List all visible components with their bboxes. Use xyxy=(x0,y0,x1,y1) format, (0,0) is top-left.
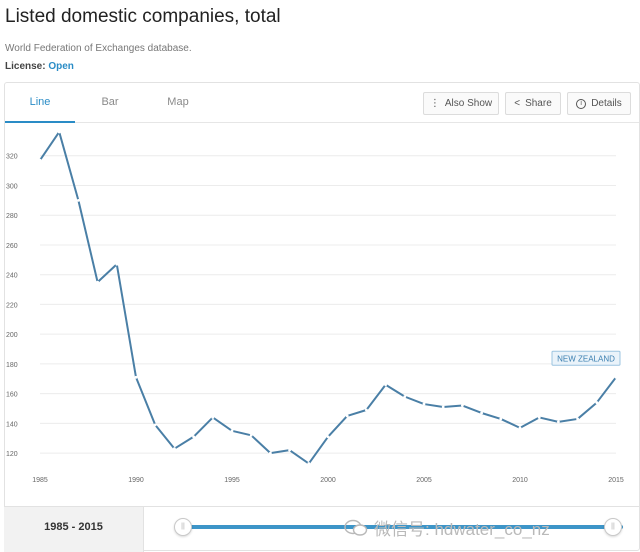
data-point xyxy=(96,280,99,284)
more-vertical-icon: ⋮ xyxy=(429,98,440,109)
license-label: License: xyxy=(5,61,46,72)
series-label: NEW ZEALAND xyxy=(557,354,615,363)
x-tick-label: 2010 xyxy=(512,477,528,484)
also-show-label: Also Show xyxy=(444,98,493,109)
wechat-icon xyxy=(344,519,368,536)
license-link[interactable]: Open xyxy=(48,61,74,72)
data-point xyxy=(557,420,560,424)
data-point xyxy=(115,262,119,266)
details-button[interactable]: i Details xyxy=(567,92,631,115)
data-point xyxy=(422,402,426,406)
range-start-handle[interactable]: || xyxy=(174,518,192,536)
x-tick-label: 1995 xyxy=(224,477,240,484)
series-line xyxy=(39,130,617,465)
data-point xyxy=(288,448,291,452)
bottom-bar: 1985 - 2015 || || 微信号: hdwater_co_nz xyxy=(4,506,640,552)
data-point xyxy=(518,426,522,430)
data-point xyxy=(269,451,272,455)
info-icon: i xyxy=(576,98,587,109)
y-tick-label: 140 xyxy=(6,421,18,428)
x-tick-label: 2015 xyxy=(608,477,624,484)
source-text: World Federation of Exchanges database. xyxy=(5,43,192,54)
data-point xyxy=(153,423,157,427)
data-point xyxy=(173,447,176,451)
data-point xyxy=(134,375,138,379)
range-slider-track[interactable] xyxy=(181,525,623,529)
share-label: Share xyxy=(525,98,552,109)
x-tick-label: 2000 xyxy=(320,477,336,484)
data-point xyxy=(365,408,368,412)
data-point xyxy=(211,416,215,419)
data-point xyxy=(480,411,483,415)
data-point xyxy=(614,375,618,379)
y-tick-label: 300 xyxy=(6,183,18,190)
tab-map[interactable]: Map xyxy=(167,96,189,108)
details-label: Details xyxy=(591,98,622,109)
data-point xyxy=(38,158,42,162)
watermark: 微信号: hdwater_co_nz xyxy=(344,515,550,540)
x-tick-label: 1990 xyxy=(128,477,144,484)
data-point xyxy=(307,462,311,465)
tab-line[interactable]: Line xyxy=(5,83,75,123)
y-tick-label: 180 xyxy=(6,362,18,369)
data-point xyxy=(384,383,387,387)
y-tick-label: 320 xyxy=(6,154,18,161)
range-end-handle[interactable]: || xyxy=(604,518,622,536)
data-point xyxy=(57,130,61,134)
license-line: License: Open xyxy=(5,61,74,72)
x-tick-label: 2005 xyxy=(416,477,432,484)
data-point xyxy=(249,433,253,437)
data-point xyxy=(77,198,80,202)
share-icon: < xyxy=(514,98,521,109)
data-point xyxy=(326,435,330,439)
y-tick-label: 200 xyxy=(6,332,18,339)
data-point xyxy=(192,435,196,439)
data-point xyxy=(537,416,541,419)
y-tick-label: 240 xyxy=(6,273,18,280)
line-chart: 120 140 160 180 200 220 240 260 280 300 320 1985 199… xyxy=(6,130,624,484)
data-point xyxy=(345,414,349,418)
range-label: 1985 - 2015 xyxy=(4,507,144,552)
data-point xyxy=(403,395,407,399)
y-tick-label: 160 xyxy=(6,392,18,399)
y-tick-label: 280 xyxy=(6,213,18,220)
tab-bar-chart[interactable]: Bar xyxy=(101,96,119,108)
x-tick-label: 1985 xyxy=(32,477,48,484)
y-tick-label: 220 xyxy=(6,302,18,309)
data-point xyxy=(230,429,234,433)
data-point xyxy=(441,405,445,409)
data-point xyxy=(499,417,503,421)
data-point xyxy=(461,404,464,407)
chart-panel: Line Bar Map ⋮ Also Show < Share i Detai… xyxy=(4,82,640,551)
tab-bar: Line Bar Map ⋮ Also Show < Share i Detai… xyxy=(5,83,639,123)
watermark-text: 微信号: hdwater_co_nz xyxy=(374,520,550,539)
data-point xyxy=(576,417,579,421)
series-label-box xyxy=(551,350,621,366)
y-tick-label: 120 xyxy=(6,451,18,458)
share-button[interactable]: < Share xyxy=(505,92,561,115)
also-show-button[interactable]: ⋮ Also Show xyxy=(423,92,499,115)
page-title: Listed domestic companies, total xyxy=(5,6,281,27)
y-tick-label: 260 xyxy=(6,243,18,250)
data-point xyxy=(595,401,599,404)
